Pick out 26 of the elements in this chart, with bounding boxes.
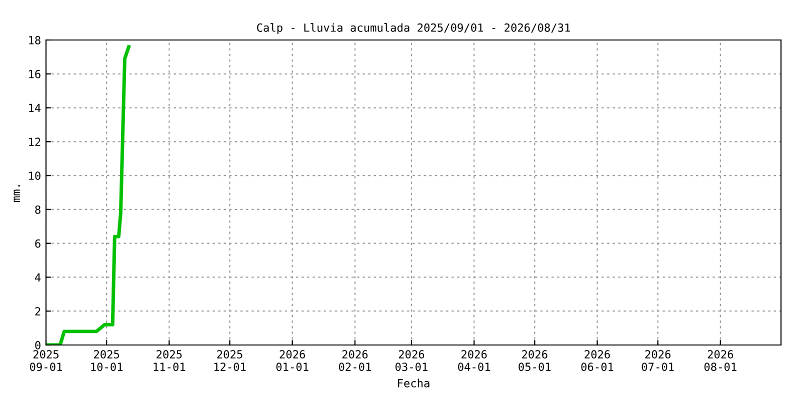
x-tick-label: 2026 06-01	[581, 350, 614, 372]
x-tick-label: 2026 04-01	[458, 350, 490, 372]
x-tick-label: 2026 03-01	[395, 350, 428, 372]
y-tick-label: 6	[35, 239, 40, 248]
y-tick-label: 16	[29, 70, 40, 78]
y-tick-label: 10	[29, 172, 40, 180]
x-axis-title: Fecha	[398, 378, 430, 388]
x-tick-label: 2025 11-01	[154, 350, 186, 372]
chart-title: Calp - Lluvia acumulada 2025/09/01 - 2026/08/31	[257, 23, 570, 34]
y-tick-label: 8	[35, 205, 40, 214]
x-tick-label: 2026 02-01	[338, 350, 371, 372]
x-tick-label: 2026 07-01	[642, 350, 674, 372]
x-tick-label: 2026 01-01	[276, 350, 308, 372]
y-tick-label: 18	[29, 36, 40, 44]
x-tick-label: 2025 12-01	[214, 350, 246, 372]
x-tick-label: 2026 05-01	[518, 350, 551, 372]
y-tick-label: 2	[35, 307, 40, 316]
y-axis-title: mm.	[14, 185, 20, 202]
x-tick-label: 2025 09-01	[30, 350, 62, 372]
y-tick-label: 0	[35, 341, 40, 350]
x-tick-label: 2025 10-01	[91, 350, 123, 372]
x-tick-label: 2026 08-01	[704, 350, 736, 372]
line-series	[46, 45, 131, 345]
y-tick-label: 14	[29, 104, 41, 112]
y-tick-label: 4	[35, 273, 41, 282]
y-tick-label: 12	[29, 138, 40, 146]
